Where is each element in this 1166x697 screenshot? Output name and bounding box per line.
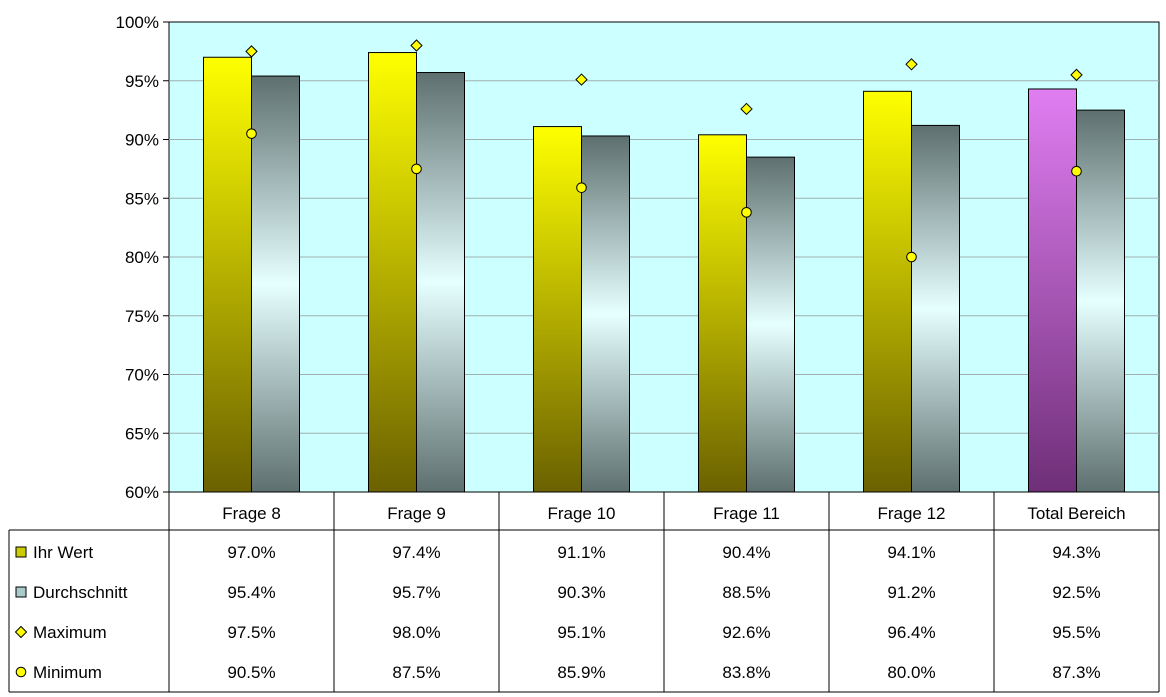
marker-maximum (575, 73, 588, 86)
marker-minimum (741, 207, 752, 218)
marker-minimum (246, 128, 257, 139)
marker-minimum (411, 163, 422, 175)
bar-durchschnitt (746, 156, 795, 493)
bar-ihr-wert (863, 90, 912, 493)
grid-lines (169, 80, 1159, 434)
bar-ihr-wert (698, 134, 747, 493)
legend-label: Durchschnitt (33, 583, 128, 602)
bar-durchschnitt (581, 135, 630, 493)
bars (203, 52, 1125, 493)
data-label: 90.4% (722, 543, 770, 562)
legend-label: Minimum (33, 663, 102, 682)
marker-maximum (1070, 68, 1083, 82)
data-label: 80.0% (887, 663, 935, 682)
data-label: 95.7% (392, 583, 440, 602)
y-tick-label: 80% (125, 248, 159, 267)
bar-durchschnitt (1076, 109, 1125, 493)
legend-key-maximum (14, 625, 28, 639)
category-label: Frage 10 (547, 504, 615, 523)
marker-minimum (576, 182, 587, 193)
data-label: 94.3% (1052, 543, 1100, 562)
y-tick-label: 70% (125, 366, 159, 385)
category-label: Frage 9 (387, 504, 446, 523)
bar-ihr-wert (1028, 88, 1077, 493)
category-label: Frage 8 (222, 504, 281, 523)
data-label: 92.6% (722, 623, 770, 642)
data-label: 88.5% (722, 583, 770, 602)
data-label: 83.8% (722, 663, 770, 682)
legend-label: Maximum (33, 623, 107, 642)
marker-maximum (410, 39, 423, 52)
category-label: Frage 12 (877, 504, 945, 523)
markers (245, 39, 1083, 263)
y-tick-label: 90% (125, 131, 159, 150)
marker-minimum (906, 251, 917, 263)
bar-durchschnitt (416, 72, 465, 493)
data-label: 97.0% (227, 543, 275, 562)
y-tick-label: 75% (125, 307, 159, 326)
data-label: 91.1% (557, 543, 605, 562)
marker-minimum (1071, 165, 1082, 177)
data-table: Frage 8 Frage 9 Frage 10 Frage 11 Frage 12 To… (8, 492, 1160, 693)
data-label: 95.4% (227, 583, 275, 602)
bar-durchschnitt (251, 75, 300, 493)
marker-maximum (905, 58, 918, 71)
data-label: 87.5% (392, 663, 440, 682)
legend-key-durchschnitt (15, 586, 27, 598)
data-label: 96.4% (887, 623, 935, 642)
bar-durchschnitt (911, 124, 960, 493)
data-label: 95.1% (557, 623, 605, 642)
data-label: 90.3% (557, 583, 605, 602)
marker-maximum (740, 102, 753, 116)
data-label: 87.3% (1052, 663, 1100, 682)
y-tick-label: 60% (125, 483, 159, 502)
data-label: 94.1% (887, 543, 935, 562)
data-label: 91.2% (887, 583, 935, 602)
data-label: 90.5% (227, 663, 275, 682)
data-label: 85.9% (557, 663, 605, 682)
bar-ihr-wert (203, 56, 252, 493)
marker-maximum (245, 45, 258, 58)
data-label: 95.5% (1052, 623, 1100, 642)
legend-key-minimum (15, 666, 27, 678)
y-tick-label: 85% (125, 189, 159, 208)
bar-ihr-wert (533, 126, 582, 493)
y-axis: 60% 65% 70% 75% 80% 85% 90% 95% 100% (116, 13, 169, 502)
legend-label: Ihr Wert (33, 543, 93, 562)
legend-key-ihr-wert (15, 546, 27, 558)
y-tick-label: 65% (125, 424, 159, 443)
data-label: 98.0% (392, 623, 440, 642)
y-tick-label: 95% (125, 72, 159, 91)
data-label: 92.5% (1052, 583, 1100, 602)
bar-ihr-wert (368, 52, 417, 493)
data-label: 97.5% (227, 623, 275, 642)
category-label: Total Bereich (1027, 504, 1125, 523)
data-label: 97.4% (392, 543, 440, 562)
category-label: Frage 11 (713, 504, 780, 523)
y-tick-label: 100% (116, 13, 159, 32)
